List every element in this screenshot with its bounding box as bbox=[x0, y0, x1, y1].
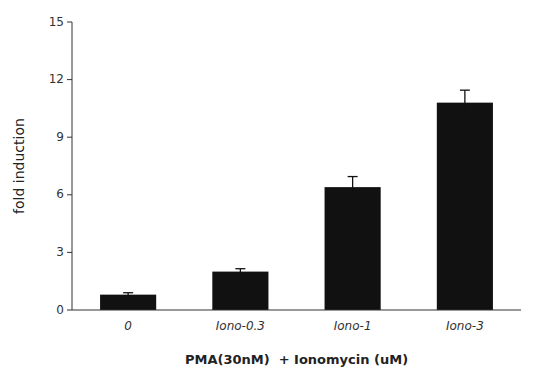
x-tick-label: Iono-3 bbox=[446, 319, 484, 333]
y-tick-label: 3 bbox=[56, 245, 64, 259]
y-tick-label: 12 bbox=[49, 72, 64, 86]
x-tick-label: 0 bbox=[124, 319, 132, 333]
bar bbox=[437, 103, 493, 310]
x-tick-label: Iono-1 bbox=[334, 319, 372, 333]
x-axis bbox=[72, 310, 521, 311]
bar bbox=[100, 295, 156, 310]
y-tick bbox=[67, 194, 72, 195]
error-bar bbox=[348, 177, 358, 198]
y-axis-label: fold induction bbox=[11, 118, 27, 214]
error-bar bbox=[123, 293, 133, 297]
bars bbox=[100, 90, 493, 310]
error-cap bbox=[348, 197, 358, 198]
y-tick-label: 9 bbox=[56, 130, 64, 144]
y-tick-label: 0 bbox=[56, 303, 64, 317]
chart: 0 3 6 9 12 15 0 Iono-0.3 Iono-1 Iono-3 fold induct… bbox=[0, 0, 545, 382]
error-line bbox=[240, 269, 241, 275]
error-cap bbox=[460, 90, 470, 91]
error-cap bbox=[348, 176, 358, 177]
error-cap bbox=[235, 268, 245, 269]
y-tick bbox=[67, 252, 72, 253]
y-tick bbox=[67, 79, 72, 80]
error-bar bbox=[460, 90, 470, 115]
y-tick bbox=[67, 22, 72, 23]
error-line bbox=[352, 177, 353, 198]
x-tick-label: Iono-0.3 bbox=[216, 319, 265, 333]
bar bbox=[212, 272, 268, 310]
error-cap bbox=[123, 292, 133, 293]
y-axis bbox=[72, 22, 73, 310]
error-cap bbox=[123, 296, 133, 297]
error-bar bbox=[235, 269, 245, 275]
y-tick-label: 15 bbox=[49, 15, 64, 29]
error-cap bbox=[460, 114, 470, 115]
y-tick-label: 6 bbox=[56, 187, 64, 201]
error-cap bbox=[235, 274, 245, 275]
y-tick bbox=[67, 310, 72, 311]
y-tick bbox=[67, 137, 72, 138]
bar bbox=[325, 187, 381, 310]
x-axis-label: PMA(30nM) + Ionomycin (uM) bbox=[185, 352, 408, 367]
error-line bbox=[464, 90, 465, 115]
